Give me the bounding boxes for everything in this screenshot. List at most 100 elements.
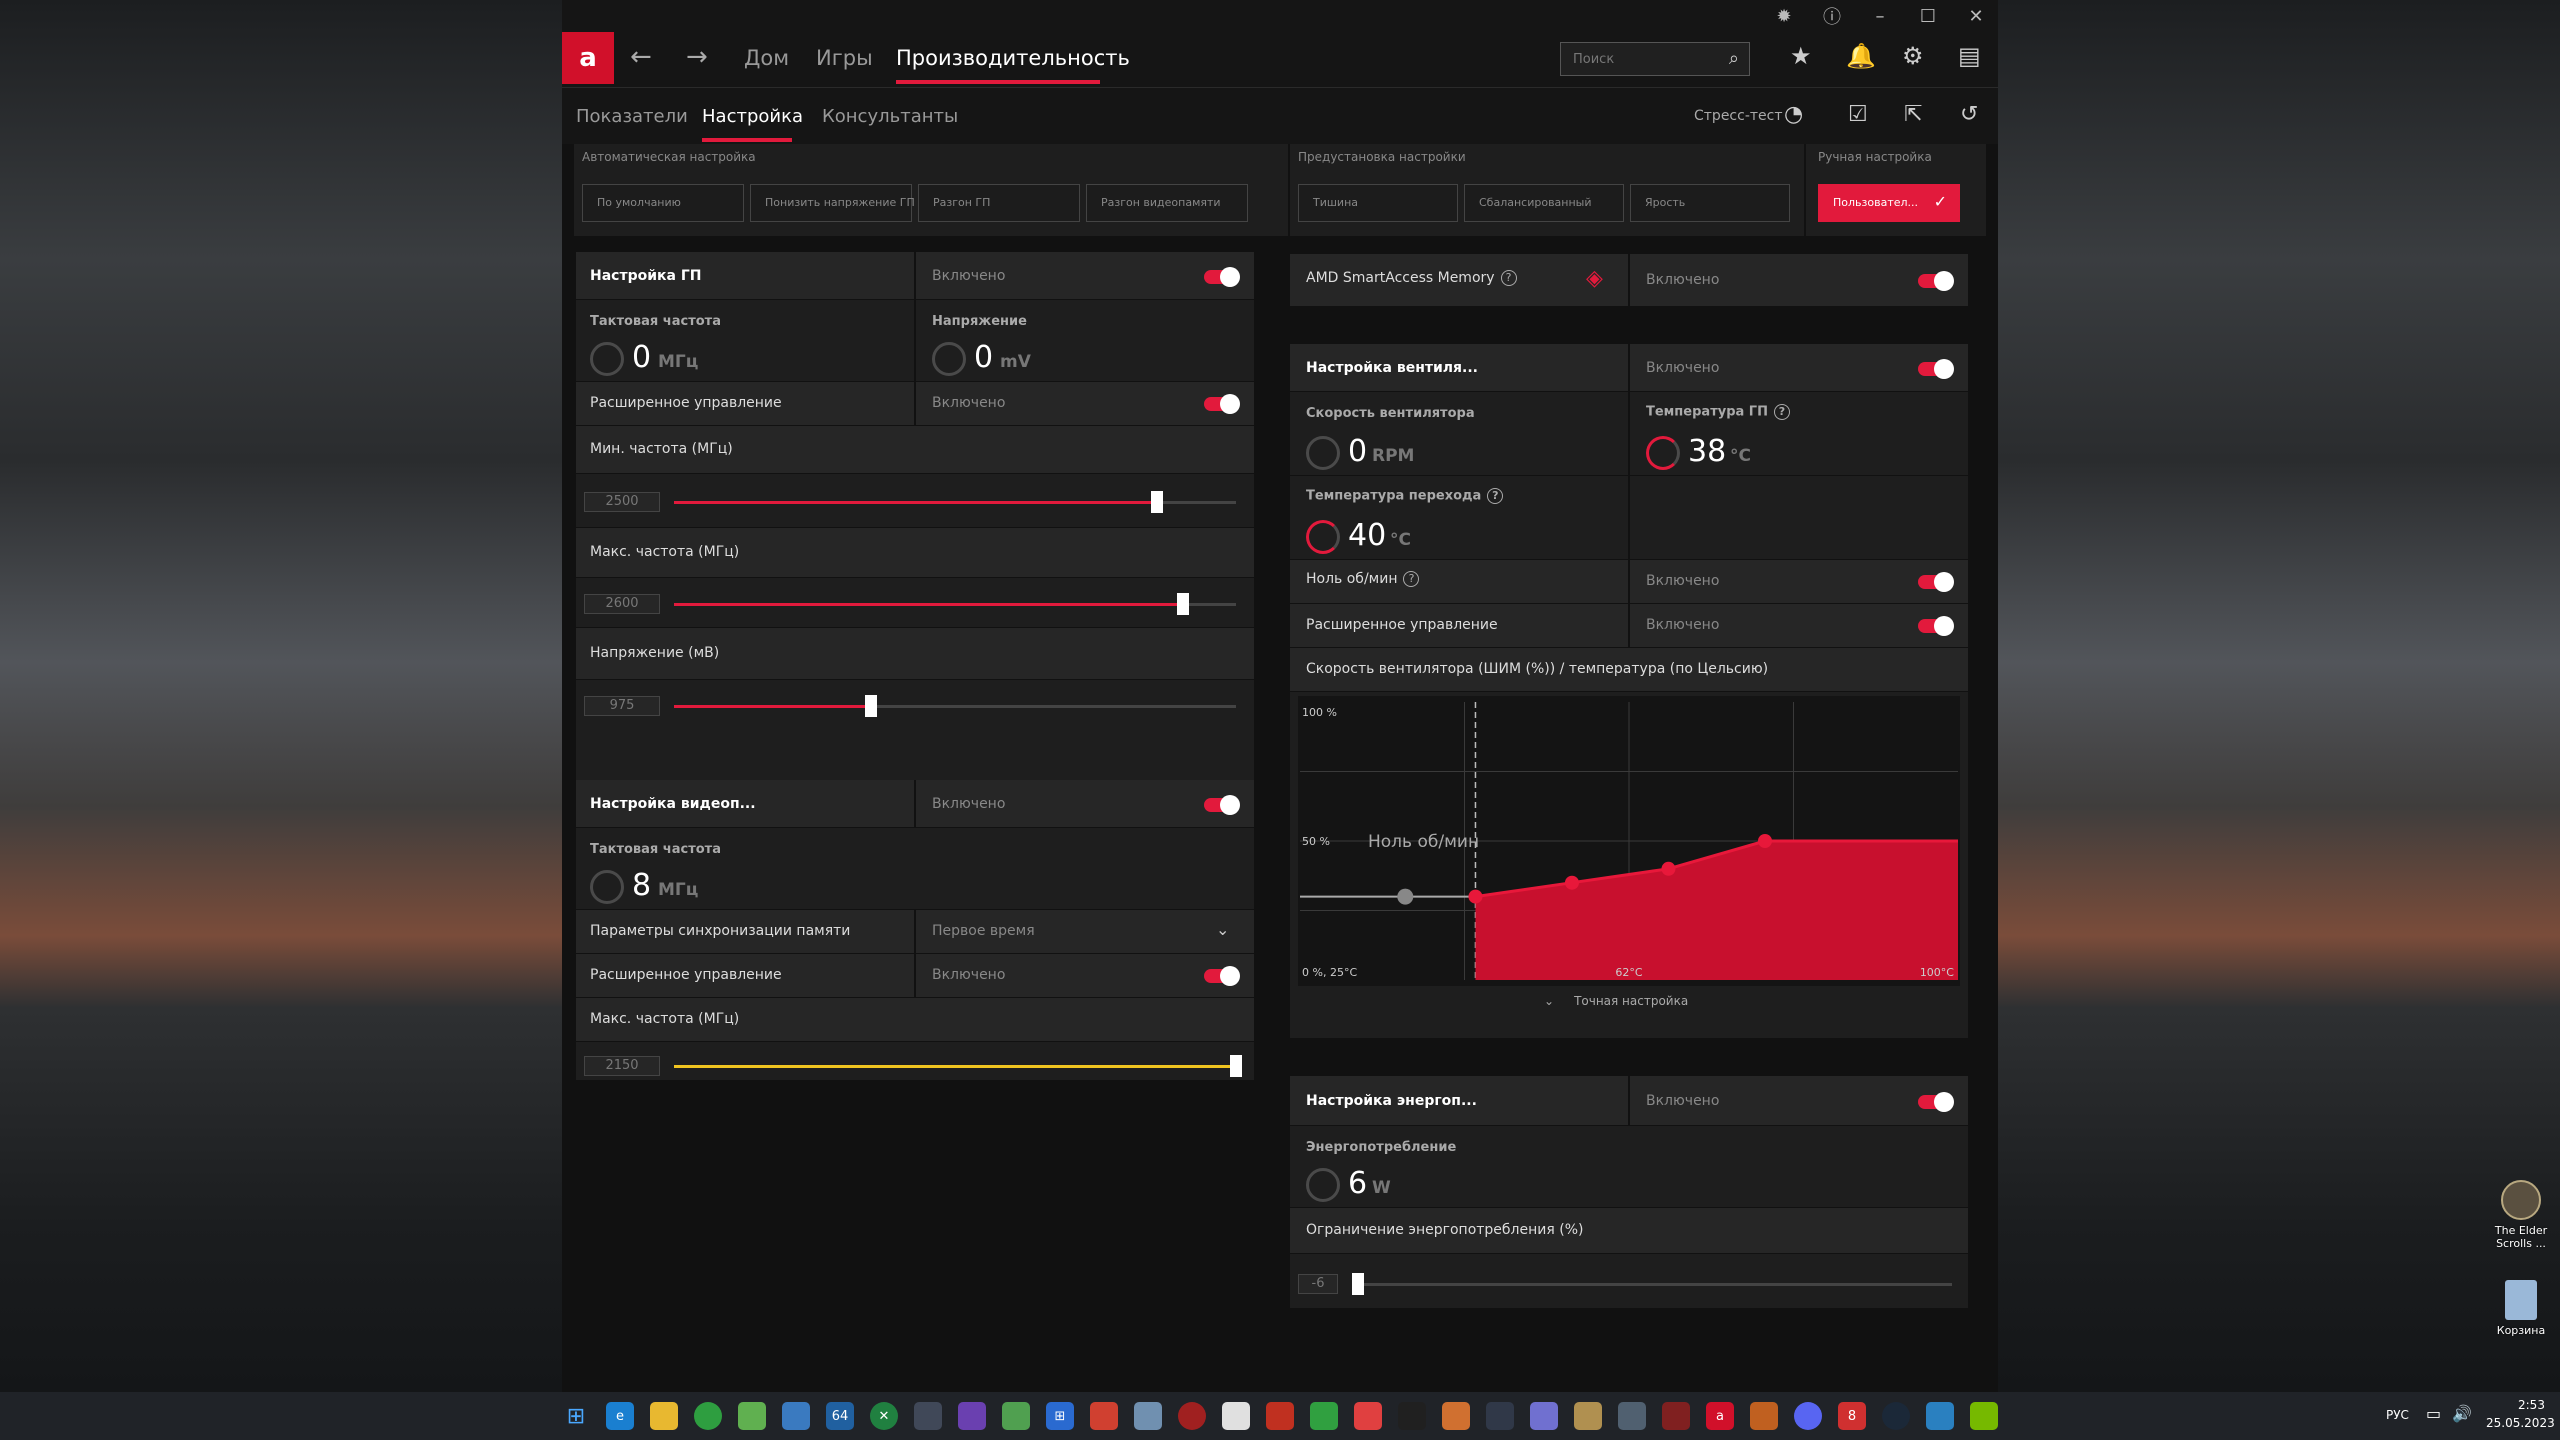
vram-timing-value[interactable]: Первое время [932,923,1035,939]
language-indicator[interactable]: РУС [2386,1408,2409,1422]
reset-icon[interactable]: ↺ [1960,102,1979,127]
nav-games[interactable]: Игры [816,46,873,70]
power-limit-thumb[interactable] [1352,1273,1364,1295]
sidebar-toggle-icon[interactable]: ▤ [1958,42,1981,70]
power-limit-input[interactable]: -6 [1298,1274,1338,1294]
gpu-tuning-toggle[interactable] [1204,267,1240,287]
clock-date[interactable]: 25.05.2023 [2486,1416,2555,1430]
vram-max-freq-thumb[interactable] [1230,1055,1242,1077]
desktop-icon-game[interactable]: The Elder Scrolls ... [2486,1180,2556,1250]
zero-rpm-toggle[interactable] [1918,572,1954,592]
app-green-square-icon[interactable] [1310,1402,1338,1430]
app-dark-icon[interactable] [1486,1402,1514,1430]
app-w-icon[interactable] [1750,1402,1778,1430]
app-store-icon[interactable]: ⊞ [1046,1402,1074,1430]
vram-tuning-toggle[interactable] [1204,795,1240,815]
volume-icon[interactable]: 🔊 [2452,1404,2472,1423]
app-green-circle-icon[interactable] [694,1402,722,1430]
forward-arrow-icon[interactable]: → [686,42,708,72]
stress-test-gauge-icon[interactable]: ◔ [1784,102,1804,127]
network-icon[interactable]: ▭ [2426,1404,2442,1423]
clock-time[interactable]: 2:53 [2518,1398,2545,1412]
gpu-volt-thumb[interactable] [864,695,877,717]
power-limit-slider[interactable] [1352,1273,1952,1295]
back-arrow-icon[interactable]: ← [630,42,652,72]
app-nvidia-icon[interactable] [1970,1402,1998,1430]
search-input[interactable]: Поиск ⌕ [1560,42,1750,76]
preset-oc-gpu-button[interactable]: Разгон ГП [918,184,1080,222]
preset-default-button[interactable]: По умолчанию [582,184,744,222]
discord-icon[interactable] [1794,1402,1822,1430]
help-icon[interactable]: ⓘ [1823,7,1841,28]
app-blue-icon[interactable] [1926,1402,1954,1430]
maximize-icon[interactable]: ☐ [1919,5,1937,27]
gpu-volt-input[interactable]: 975 [584,696,660,716]
gpu-temp-help-icon[interactable]: ? [1773,404,1790,420]
stress-test-label[interactable]: Стресс-тест [1694,108,1783,124]
file-explorer-icon[interactable] [650,1402,678,1430]
preset-undervolt-button[interactable]: Понизить напряжение ГП [750,184,915,222]
app-wolf-icon[interactable] [1178,1402,1206,1430]
fan-tuning-toggle[interactable] [1918,359,1954,379]
nav-home[interactable]: Дом [744,46,790,70]
gpu-max-freq-input[interactable]: 2600 [584,594,660,614]
tab-advisors[interactable]: Консультанты [822,106,959,127]
amd-software-taskbar-icon[interactable]: a [1706,1402,1734,1430]
nav-performance[interactable]: Производительность [896,46,1130,70]
app-msi-icon[interactable] [1662,1402,1690,1430]
app-chart-icon[interactable] [1398,1402,1426,1430]
gpu-max-freq-thumb[interactable] [1176,593,1189,615]
app-64-icon[interactable]: 64 [826,1402,854,1430]
gpu-advanced-toggle[interactable] [1204,394,1240,414]
bug-report-icon[interactable]: ✹ [1776,5,1792,27]
export-icon[interactable]: ⇱ [1904,102,1923,127]
preset-rage-button[interactable]: Ярость [1630,184,1790,222]
preset-custom-button[interactable]: Пользовател... ✓ [1818,184,1960,222]
sam-toggle[interactable] [1918,271,1954,291]
app-fox-icon[interactable] [1442,1402,1470,1430]
steam-icon[interactable] [1882,1402,1910,1430]
app-mail-icon[interactable] [782,1402,810,1430]
notifications-bell-icon[interactable]: 🔔 [1846,42,1876,70]
amd-logo-icon[interactable]: a [562,32,614,84]
minimize-icon[interactable]: – [1875,5,1885,27]
gpu-min-freq-input[interactable]: 2500 [584,492,660,512]
app-calc-icon[interactable] [914,1402,942,1430]
junction-temp-help-icon[interactable]: ? [1487,488,1504,504]
edge-browser-icon[interactable]: e [606,1402,634,1430]
fine-tune-toggle[interactable]: ⌄ Точная настройка [1544,994,1689,1008]
app-red-icon[interactable] [1090,1402,1118,1430]
app-monitor-icon[interactable] [1222,1402,1250,1430]
chevron-down-icon[interactable]: ⌄ [1216,920,1230,939]
app-osd-icon[interactable] [1266,1402,1294,1430]
vram-max-freq-slider[interactable] [674,1055,1242,1077]
preset-quiet-button[interactable]: Тишина [1298,184,1458,222]
power-tuning-toggle[interactable] [1918,1092,1954,1112]
close-icon[interactable]: ✕ [1968,5,1984,27]
start-windows-icon[interactable]: ⊞ [566,1403,586,1429]
sam-help-icon[interactable]: ? [1500,270,1517,286]
fan-advanced-toggle[interactable] [1918,616,1954,636]
vram-advanced-toggle[interactable] [1204,966,1240,986]
gpu-max-freq-slider[interactable] [674,593,1236,615]
tab-tuning[interactable]: Настройка [702,106,803,127]
vram-timing-row[interactable]: Параметры синхронизации памяти Первое вр… [576,910,1254,954]
vram-max-freq-input[interactable]: 2150 [584,1056,660,1076]
preset-balanced-button[interactable]: Сбалансированный [1464,184,1624,222]
xbox-icon[interactable]: ✕ [870,1402,898,1430]
settings-gear-icon[interactable]: ⚙ [1902,42,1924,70]
tab-metrics[interactable]: Показатели [576,106,688,127]
app-8-icon[interactable]: 8 [1838,1402,1866,1430]
fan-curve-chart[interactable]: 100 % 50 % 0 %, 25°C 62°C 100°C Ноль об/мин [1298,696,1960,986]
app-game-icon[interactable] [1618,1402,1646,1430]
save-profile-icon[interactable]: ☑ [1848,102,1868,127]
app-notes-icon[interactable] [738,1402,766,1430]
desktop-icon-recycle-bin[interactable]: Корзина [2486,1280,2556,1337]
preset-oc-vram-button[interactable]: Разгон видеопамяти [1086,184,1248,222]
gpu-min-freq-thumb[interactable] [1151,491,1164,513]
gpu-volt-slider[interactable] [674,695,1236,717]
app-paint-icon[interactable] [1530,1402,1558,1430]
gpu-min-freq-slider[interactable] [674,491,1236,513]
app-purple-icon[interactable] [958,1402,986,1430]
zero-rpm-help-icon[interactable]: ? [1403,571,1420,587]
